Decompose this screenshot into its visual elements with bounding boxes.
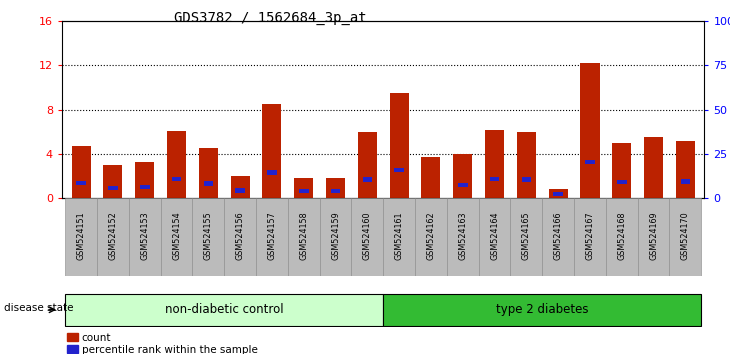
- Bar: [606, 198, 638, 276]
- Bar: [542, 198, 574, 276]
- Text: GSM524161: GSM524161: [395, 211, 404, 260]
- Bar: [479, 198, 510, 276]
- Bar: [231, 176, 250, 198]
- Text: GSM524165: GSM524165: [522, 211, 531, 260]
- Bar: [235, 188, 245, 193]
- Text: GSM524157: GSM524157: [267, 211, 277, 260]
- Bar: [549, 189, 568, 198]
- Text: GSM524154: GSM524154: [172, 211, 181, 260]
- Text: non-diabetic control: non-diabetic control: [165, 303, 283, 316]
- Bar: [161, 198, 193, 276]
- Text: GSM524163: GSM524163: [458, 211, 467, 260]
- Bar: [358, 132, 377, 198]
- Text: GDS3782 / 1562684_3p_at: GDS3782 / 1562684_3p_at: [174, 11, 366, 25]
- Bar: [585, 160, 595, 165]
- Text: GSM524168: GSM524168: [618, 211, 626, 260]
- Text: GSM524164: GSM524164: [490, 211, 499, 260]
- Text: GSM524167: GSM524167: [585, 211, 594, 260]
- Text: GSM524169: GSM524169: [649, 211, 658, 260]
- Text: GSM524151: GSM524151: [77, 211, 85, 260]
- Bar: [320, 198, 351, 276]
- Text: GSM524159: GSM524159: [331, 211, 340, 260]
- Bar: [128, 198, 161, 276]
- Bar: [77, 181, 86, 185]
- Bar: [447, 198, 479, 276]
- Text: disease state: disease state: [4, 303, 73, 313]
- Bar: [390, 93, 409, 198]
- Text: type 2 diabetes: type 2 diabetes: [496, 303, 588, 316]
- Bar: [288, 198, 320, 276]
- Bar: [644, 137, 663, 198]
- Text: GSM524162: GSM524162: [426, 211, 436, 260]
- Legend: count, percentile rank within the sample: count, percentile rank within the sample: [67, 333, 258, 354]
- Text: GSM524155: GSM524155: [204, 211, 213, 260]
- Bar: [65, 294, 383, 326]
- Bar: [612, 143, 631, 198]
- Bar: [394, 167, 404, 172]
- Bar: [415, 198, 447, 276]
- Text: GSM524160: GSM524160: [363, 211, 372, 260]
- Bar: [172, 177, 181, 181]
- Bar: [262, 104, 282, 198]
- Bar: [680, 179, 690, 184]
- Bar: [574, 198, 606, 276]
- Bar: [510, 198, 542, 276]
- Bar: [326, 178, 345, 198]
- Text: GSM524166: GSM524166: [553, 211, 563, 260]
- Bar: [517, 132, 536, 198]
- Bar: [204, 181, 213, 186]
- Bar: [193, 198, 224, 276]
- Bar: [490, 177, 499, 181]
- Bar: [638, 198, 669, 276]
- Bar: [421, 157, 440, 198]
- Text: GSM524158: GSM524158: [299, 211, 308, 260]
- Bar: [65, 198, 97, 276]
- Bar: [294, 178, 313, 198]
- Bar: [267, 170, 277, 175]
- Text: GSM524152: GSM524152: [109, 211, 118, 260]
- Bar: [97, 198, 128, 276]
- Bar: [617, 180, 626, 184]
- Bar: [458, 183, 467, 187]
- Bar: [553, 192, 563, 196]
- Bar: [256, 198, 288, 276]
- Bar: [140, 185, 150, 189]
- Bar: [363, 177, 372, 182]
- Bar: [485, 130, 504, 198]
- Bar: [351, 198, 383, 276]
- Text: GSM524156: GSM524156: [236, 211, 245, 260]
- Bar: [331, 189, 340, 193]
- Bar: [167, 131, 186, 198]
- Bar: [72, 146, 91, 198]
- Bar: [383, 198, 415, 276]
- Text: GSM524153: GSM524153: [140, 211, 149, 260]
- Bar: [104, 165, 123, 198]
- Bar: [676, 141, 695, 198]
- Bar: [299, 189, 309, 193]
- Bar: [522, 177, 531, 182]
- Bar: [580, 63, 599, 198]
- Bar: [669, 198, 702, 276]
- Bar: [135, 162, 154, 198]
- Bar: [383, 294, 702, 326]
- Bar: [224, 198, 256, 276]
- Text: GSM524170: GSM524170: [681, 211, 690, 260]
- Bar: [199, 148, 218, 198]
- Bar: [453, 154, 472, 198]
- Bar: [108, 185, 118, 190]
